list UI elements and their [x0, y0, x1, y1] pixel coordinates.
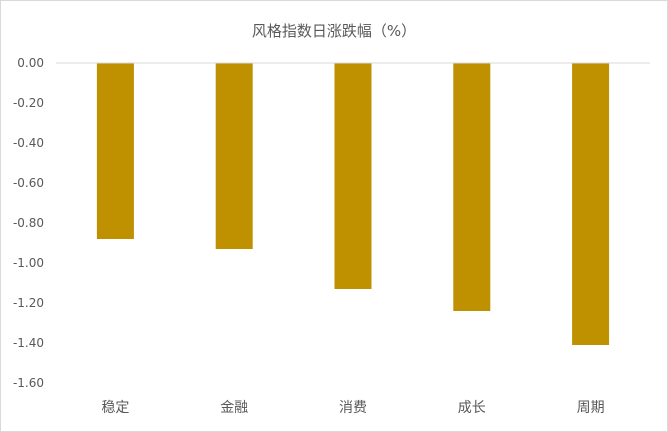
bars: [96, 63, 610, 345]
y-tick-label: -0.20: [13, 96, 44, 110]
x-category-label: 金融: [220, 400, 248, 416]
y-tick-label: -1.20: [13, 296, 44, 310]
bar-5: [572, 63, 610, 345]
x-category-label: 周期: [577, 400, 605, 416]
y-tick-label: -1.00: [13, 256, 44, 270]
y-axis-ticks: 0.00 -0.20 -0.40 -0.60 -0.80 -1.00 -1.20 -1.40 -…: [13, 56, 44, 390]
y-tick-label: -1.40: [13, 336, 44, 350]
bar-2: [215, 63, 253, 249]
bar-3: [334, 63, 372, 289]
x-category-label: 成长: [458, 400, 486, 416]
y-tick-label: -0.60: [13, 176, 44, 190]
x-category-label: 稳定: [101, 400, 129, 416]
bar-1: [96, 63, 134, 239]
y-tick-label: -1.60: [13, 376, 44, 390]
chart-title: 风格指数日涨跌幅（%）: [251, 22, 417, 40]
y-tick-label: -0.40: [13, 136, 44, 150]
bar-4: [453, 63, 491, 311]
x-axis-labels: 稳定 金融 消费 成长 周期: [101, 400, 604, 416]
x-category-label: 消费: [339, 400, 367, 416]
y-tick-label: 0.00: [17, 56, 44, 70]
y-tick-label: -0.80: [13, 216, 44, 230]
